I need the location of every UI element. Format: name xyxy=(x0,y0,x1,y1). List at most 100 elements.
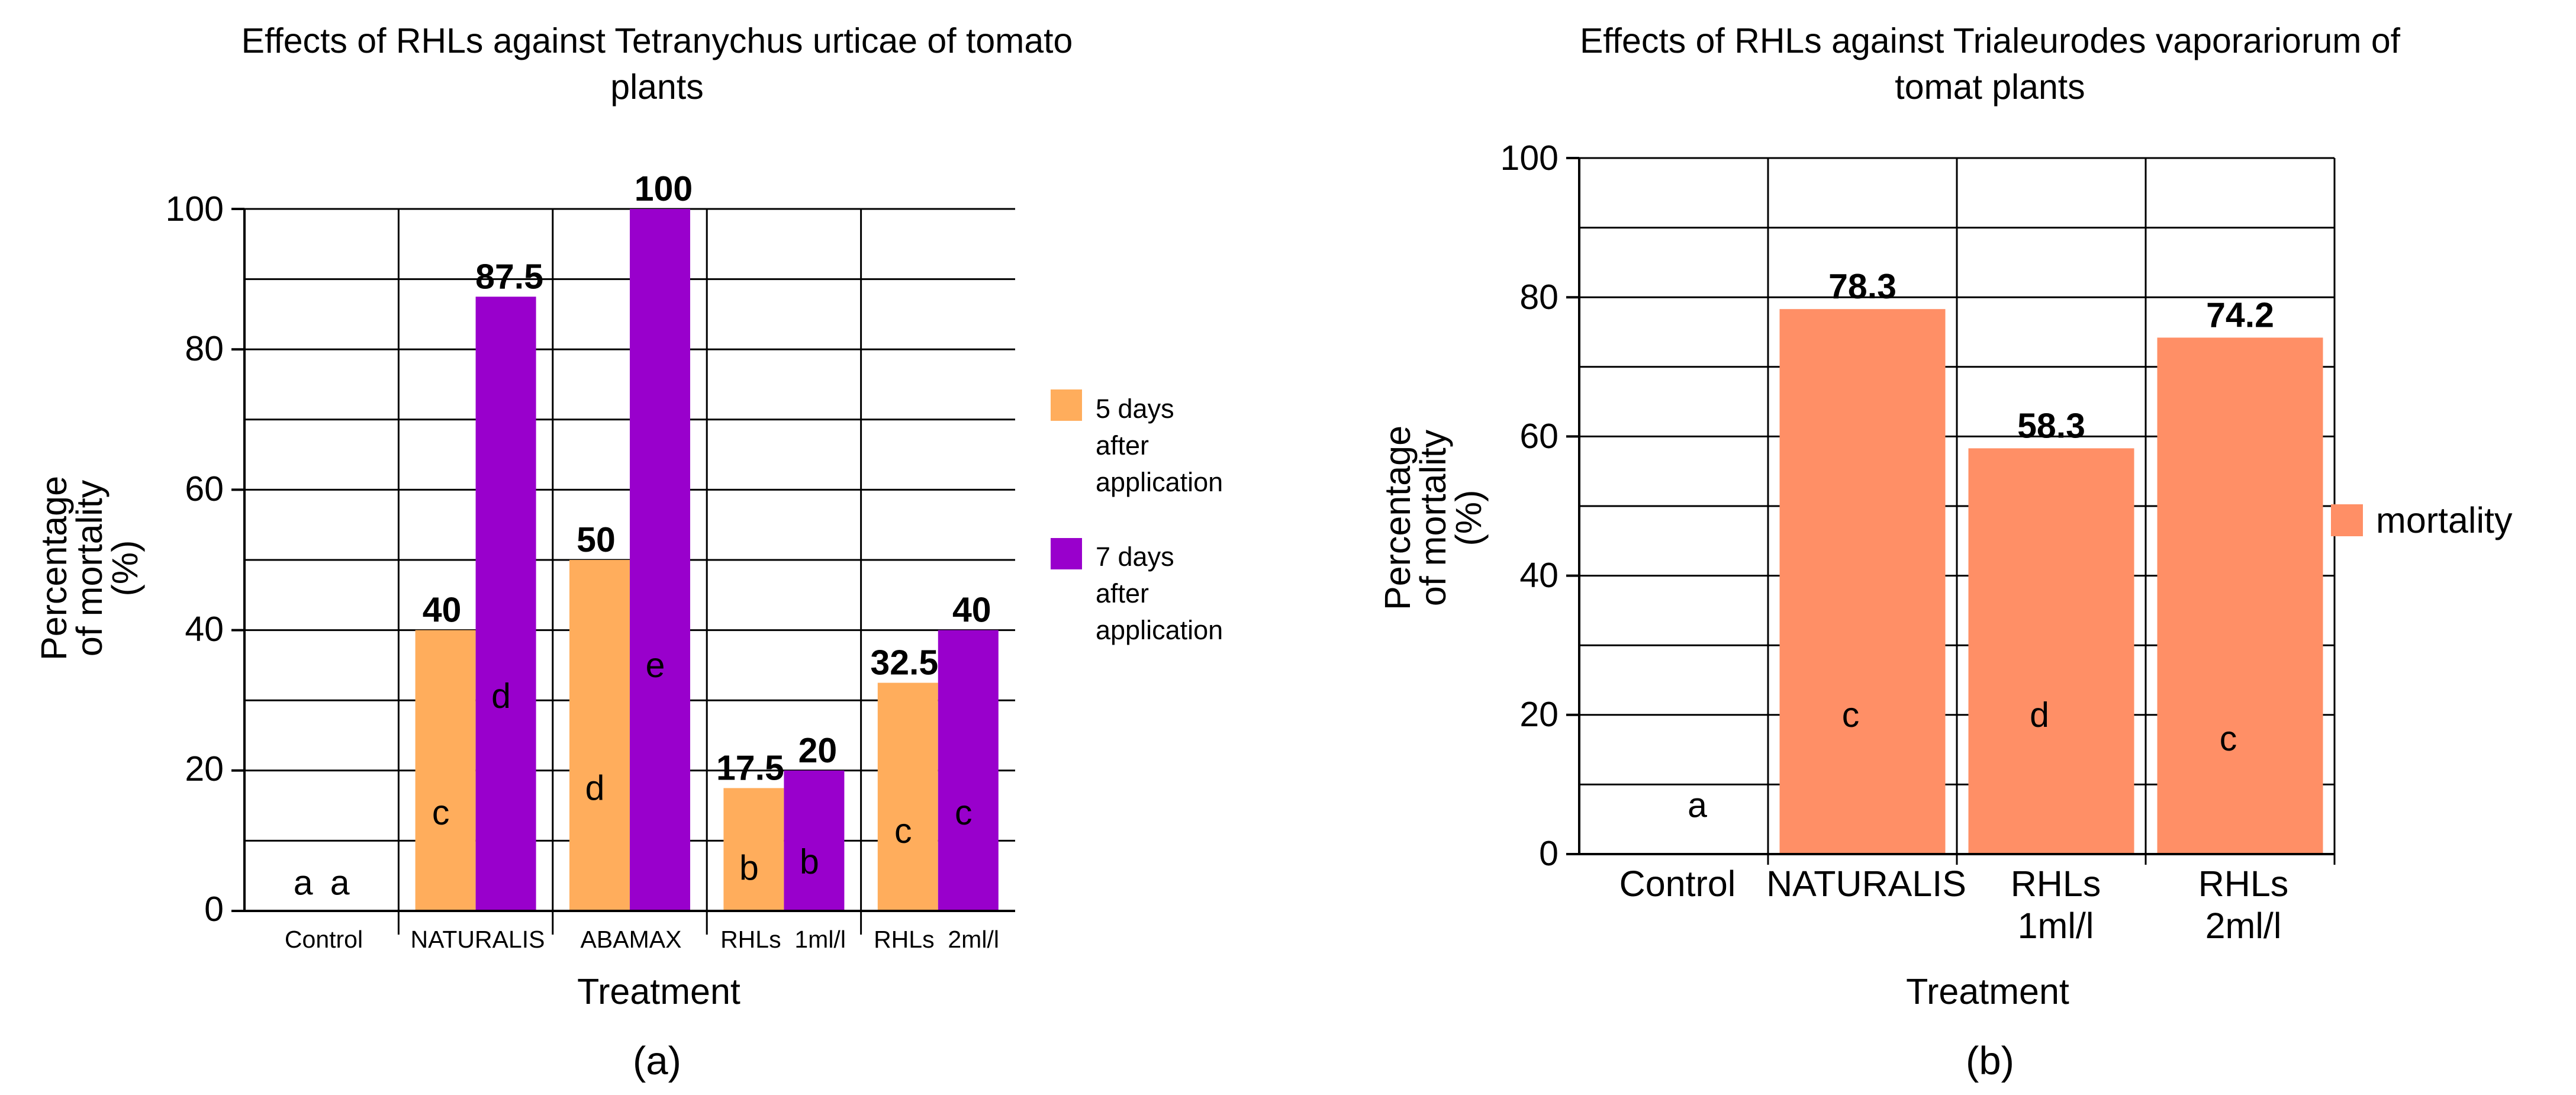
chart-b-ytick-0: 0 xyxy=(1539,834,1559,873)
chart-a-ytick-40: 40 xyxy=(185,610,224,649)
bar-5-days-rhls-1ml-l xyxy=(723,788,784,911)
letter-mortality-naturalis: c xyxy=(1842,695,1860,735)
value-label-5-days-rhls-2ml-l: 32.5 xyxy=(870,643,938,682)
chart-b-data-labels: 78.3 58.3 74.2 xyxy=(1828,267,2274,445)
chart-b-xtick-rhls-2ml-line-2: 2ml/l xyxy=(2205,906,2282,946)
value-label-mortality-naturalis: 78.3 xyxy=(1828,267,1896,306)
chart-a-ylabel-line-3: (%) xyxy=(105,540,145,597)
letter-5-days-naturalis: c xyxy=(432,793,450,832)
chart-a-x-axis-label: Treatment xyxy=(577,971,740,1012)
chart-b-ytick-40: 40 xyxy=(1519,556,1559,595)
chart-b-ytick-60: 60 xyxy=(1519,417,1559,456)
letter-5-days-rhls-1ml-l: b xyxy=(739,848,759,887)
chart-b-xtick-rhls-1ml-line-1: RHLs xyxy=(2011,864,2101,904)
bar-mortality-rhls-1ml-l xyxy=(1968,448,2134,854)
letter-5-days-control: a xyxy=(294,864,313,903)
legend-label-mortality: mortality xyxy=(2376,500,2513,540)
value-label-mortality-rhls-1ml-l: 58.3 xyxy=(2017,406,2085,445)
chart-b-y-axis-label: Percentage of mortality (%) xyxy=(1377,426,1489,610)
chart-a-ytick-60: 60 xyxy=(185,469,224,508)
value-label-5-days-abamax: 50 xyxy=(577,520,616,559)
chart-a-xtick-rhls-2ml: RHLs 2ml/l xyxy=(874,926,999,953)
chart-a: Effects of RHLs against Tetranychus urti… xyxy=(34,21,1223,1083)
chart-a-y-tick-labels: 0 20 40 60 80 100 xyxy=(166,189,224,929)
bar-mortality-naturalis xyxy=(1779,309,1946,854)
chart-b-xtick-rhls-1ml-line-2: 1ml/l xyxy=(2018,906,2094,946)
bar-7-days-abamax xyxy=(630,209,690,911)
value-label-7-days-rhls-1ml-l: 20 xyxy=(798,731,838,770)
legend-label-7-days-line-3: application xyxy=(1096,615,1223,645)
chart-a-legend: 5 days after application 7 days after ap… xyxy=(1051,389,1223,645)
bar-7-days-rhls-1ml-l xyxy=(784,770,845,911)
chart-a-x-tick-labels: Control NATURALIS ABAMAX RHLs 1ml/l RHLs… xyxy=(285,926,999,953)
chart-b-category-dividers xyxy=(1767,158,2336,865)
chart-b-ytick-100: 100 xyxy=(1500,139,1559,178)
value-label-7-days-abamax: 100 xyxy=(635,169,693,208)
chart-a-ylabel-line-2: of mortality xyxy=(69,479,110,656)
letter-5-days-rhls-2ml-l: c xyxy=(894,811,912,851)
chart-b-y-tick-labels: 0 20 40 60 80 100 xyxy=(1500,139,1559,873)
bar-5-days-abamax xyxy=(569,560,630,911)
bar-7-days-naturalis xyxy=(475,297,536,911)
chart-b-x-axis-label: Treatment xyxy=(1906,971,2069,1012)
bar-7-days-rhls-2ml-l xyxy=(938,630,999,911)
chart-b: Effects of RHLs against Trialeurodes vap… xyxy=(1377,21,2513,1083)
chart-a-data-labels: 40 87.5 50 100 17.5 20 32.5 40 xyxy=(423,169,991,787)
chart-b-significance-letters: a c d c xyxy=(1688,695,2237,825)
bar-5-days-rhls-2ml-l xyxy=(877,682,938,911)
chart-b-ytick-80: 80 xyxy=(1519,278,1559,317)
legend-label-7-days-line-1: 7 days xyxy=(1096,542,1174,572)
legend-label-5-days-line-1: 5 days xyxy=(1096,394,1174,424)
chart-b-panel-label: (b) xyxy=(1966,1039,2014,1083)
legend-swatch-mortality xyxy=(2331,504,2363,536)
legend-swatch-7-days xyxy=(1051,538,1082,569)
letter-7-days-naturalis: d xyxy=(491,677,511,716)
chart-a-panel-label: (a) xyxy=(633,1039,681,1083)
chart-b-xtick-naturalis: NATURALIS xyxy=(1766,864,1966,904)
chart-a-xtick-rhls-1ml: RHLs 1ml/l xyxy=(720,926,846,953)
chart-b-title-line-1: Effects of RHLs against Trialeurodes vap… xyxy=(1580,21,2401,60)
letter-7-days-abamax: e xyxy=(646,646,665,685)
letter-7-days-rhls-2ml-l: c xyxy=(955,793,973,832)
value-label-mortality-rhls-2ml-l: 74.2 xyxy=(2206,295,2274,334)
chart-b-title-line-2: tomat plants xyxy=(1895,67,2085,107)
chart-a-title-line-2: plants xyxy=(610,67,703,107)
legend-swatch-5-days xyxy=(1051,389,1082,421)
chart-a-y-axis-label: Percentage of mortality (%) xyxy=(34,476,145,661)
chart-a-xtick-naturalis: NATURALIS xyxy=(410,926,545,953)
bar-5-days-naturalis xyxy=(415,630,476,911)
letter-mortality-rhls-1ml-l: d xyxy=(2030,695,2049,735)
bar-mortality-rhls-2ml-l xyxy=(2157,337,2323,854)
chart-b-ylabel-line-1: Percentage xyxy=(1377,426,1418,610)
letter-5-days-abamax: d xyxy=(585,768,605,807)
value-label-5-days-rhls-1ml-l: 17.5 xyxy=(716,748,784,787)
chart-a-ytick-80: 80 xyxy=(185,329,224,368)
chart-a-ytick-20: 20 xyxy=(185,749,224,788)
chart-a-xtick-control: Control xyxy=(285,926,363,953)
letter-7-days-control: a xyxy=(330,864,350,903)
chart-a-xtick-abamax: ABAMAX xyxy=(581,926,682,953)
value-label-7-days-rhls-2ml-l: 40 xyxy=(952,591,991,630)
chart-b-ylabel-line-2: of mortality xyxy=(1413,429,1453,606)
chart-b-legend: mortality xyxy=(2331,500,2513,540)
chart-a-ylabel-line-1: Percentage xyxy=(34,476,74,661)
chart-a-ytick-100: 100 xyxy=(166,189,224,228)
letter-mortality-rhls-2ml-l: c xyxy=(2220,719,2237,758)
chart-b-xtick-control: Control xyxy=(1619,864,1736,904)
chart-b-axes xyxy=(1566,157,2334,855)
chart-a-bars xyxy=(415,209,999,911)
chart-a-axes xyxy=(231,208,1015,912)
legend-label-5-days-line-2: after xyxy=(1096,430,1149,460)
chart-b-ytick-20: 20 xyxy=(1519,695,1559,734)
legend-label-5-days-line-3: application xyxy=(1096,467,1223,497)
chart-b-ylabel-line-3: (%) xyxy=(1448,490,1489,546)
value-label-5-days-naturalis: 40 xyxy=(423,591,462,630)
chart-a-significance-letters: a a c d d e b b c c xyxy=(294,646,973,903)
chart-b-xtick-rhls-2ml-line-1: RHLs xyxy=(2198,864,2289,904)
letter-mortality-control: a xyxy=(1688,786,1707,825)
value-label-7-days-naturalis: 87.5 xyxy=(475,257,543,296)
chart-a-category-dividers xyxy=(397,209,862,935)
chart-a-ytick-0: 0 xyxy=(204,890,224,929)
chart-a-title-line-1: Effects of RHLs against Tetranychus urti… xyxy=(242,21,1073,60)
